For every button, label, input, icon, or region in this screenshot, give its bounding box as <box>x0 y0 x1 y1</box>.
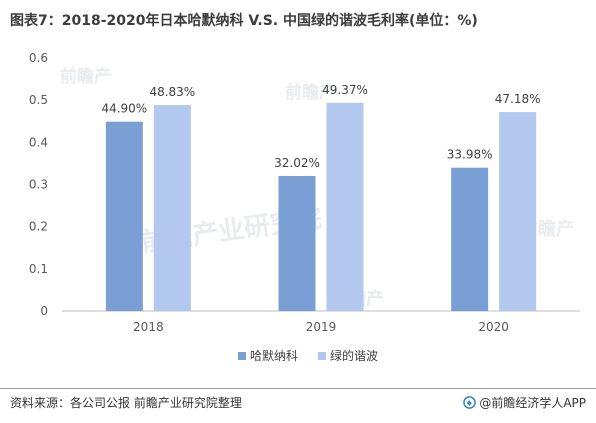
bar-0-2019 <box>278 175 316 311</box>
y-tick-label: 0.3 <box>29 178 48 192</box>
legend-label: 绿的谐波 <box>330 348 378 363</box>
bar-1-2018 <box>153 105 191 312</box>
y-tick-label: 0.1 <box>29 262 48 276</box>
data-label: 48.83% <box>149 85 195 99</box>
y-tick-label: 0.2 <box>29 220 48 234</box>
chart-title: 图表7：2018-2020年日本哈默纳科 V.S. 中国绿的谐波毛利率(单位：%… <box>10 13 478 29</box>
legend-label: 哈默纳科 <box>250 348 298 363</box>
y-tick-label: 0.6 <box>29 51 48 65</box>
y-tick-label: 0.5 <box>29 93 48 107</box>
bar-0-2018 <box>105 121 143 312</box>
data-label: 49.37% <box>322 83 368 97</box>
legend-swatch <box>238 352 246 360</box>
source-note: 资料来源：各公司公报 前瞻产业研究院整理 <box>10 396 242 410</box>
data-label: 44.90% <box>101 102 147 116</box>
data-label: 32.02% <box>274 156 320 170</box>
x-tick-label: 2018 <box>133 320 164 334</box>
qianzhan-logo-icon <box>463 396 477 409</box>
x-tick-label: 2020 <box>478 320 509 334</box>
footer-divider <box>0 388 596 389</box>
legend-swatch <box>318 352 326 360</box>
data-label: 47.18% <box>495 92 541 106</box>
brand-credit: @前瞻经济学人APP <box>463 394 586 411</box>
bar-0-2020 <box>451 167 489 311</box>
footer: 资料来源：各公司公报 前瞻产业研究院整理 @前瞻经济学人APP <box>0 384 596 423</box>
brand-label: @前瞻经济学人APP <box>479 396 586 410</box>
y-tick-label: 0 <box>40 304 48 318</box>
y-tick-label: 0.4 <box>29 135 48 149</box>
bar-1-2019 <box>326 102 364 311</box>
bar-1-2020 <box>499 112 537 311</box>
data-label: 33.98% <box>447 148 493 162</box>
bar-chart: 0 0.1 0.2 0.3 0.4 0.5 0.6 2018 2019 2020 44.90%48… <box>29 51 580 363</box>
x-tick-label: 2019 <box>306 320 337 334</box>
